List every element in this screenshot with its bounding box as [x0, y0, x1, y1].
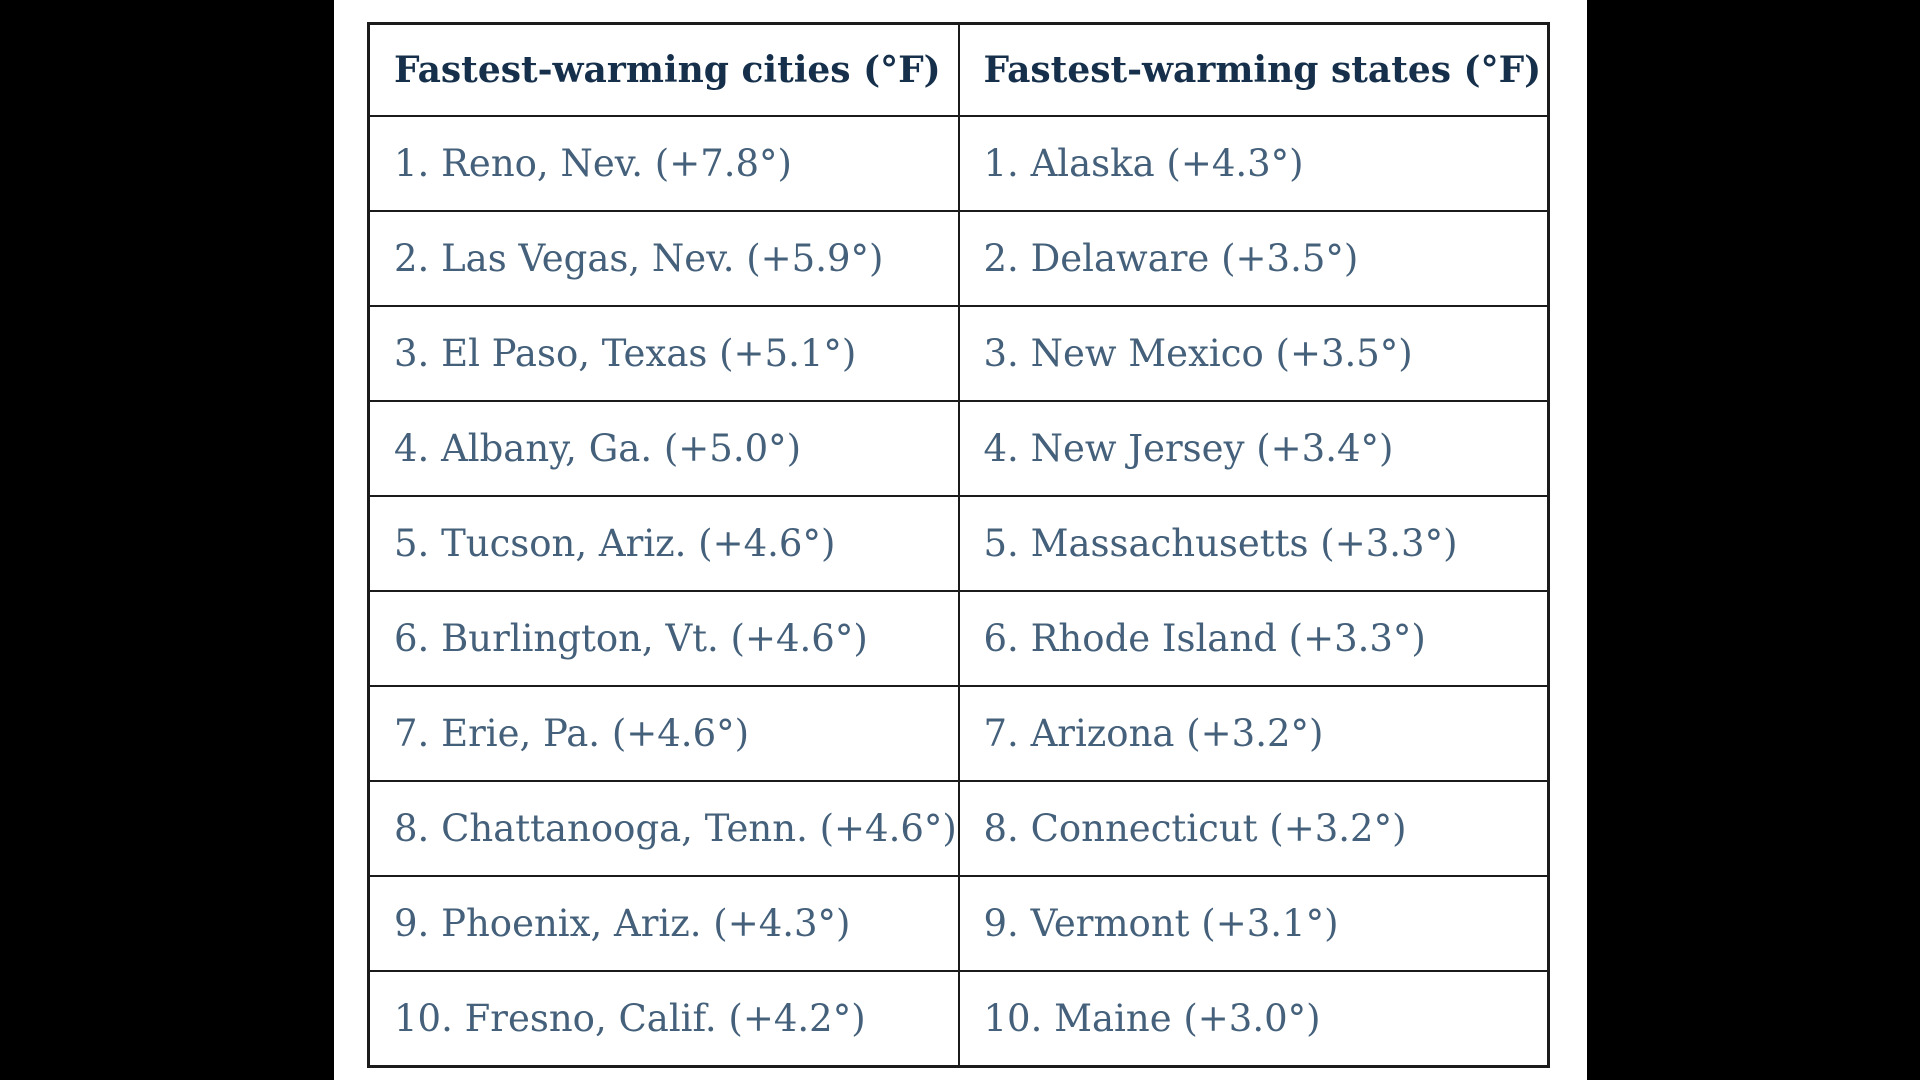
- cell-state: 3. New Mexico (+3.5°): [957, 305, 1550, 402]
- cell-city: 1. Reno, Nev. (+7.8°): [367, 115, 960, 212]
- cell-city: 3. El Paso, Texas (+5.1°): [367, 305, 960, 402]
- cell-state: 7. Arizona (+3.2°): [957, 685, 1550, 782]
- table-row: 2. Las Vegas, Nev. (+5.9°) 2. Delaware (…: [367, 210, 1550, 307]
- cell-city: 9. Phoenix, Ariz. (+4.3°): [367, 875, 960, 972]
- cell-state: 4. New Jersey (+3.4°): [957, 400, 1550, 497]
- table-row: 3. El Paso, Texas (+5.1°) 3. New Mexico …: [367, 305, 1550, 402]
- table-row: 8. Chattanooga, Tenn. (+4.6°) 8. Connect…: [367, 780, 1550, 877]
- cell-city: 7. Erie, Pa. (+4.6°): [367, 685, 960, 782]
- table-row: 7. Erie, Pa. (+4.6°) 7. Arizona (+3.2°): [367, 685, 1550, 782]
- cell-city: 5. Tucson, Ariz. (+4.6°): [367, 495, 960, 592]
- content-panel: Fastest-warming cities (°F) Fastest-warm…: [334, 0, 1587, 1080]
- header-cell-states: Fastest-warming states (°F): [957, 22, 1550, 117]
- cell-city: 2. Las Vegas, Nev. (+5.9°): [367, 210, 960, 307]
- table-row: 5. Tucson, Ariz. (+4.6°) 5. Massachusett…: [367, 495, 1550, 592]
- cell-state: 5. Massachusetts (+3.3°): [957, 495, 1550, 592]
- cell-city: 6. Burlington, Vt. (+4.6°): [367, 590, 960, 687]
- cell-city: 8. Chattanooga, Tenn. (+4.6°): [367, 780, 960, 877]
- cell-state: 10. Maine (+3.0°): [957, 970, 1550, 1068]
- table-row: 10. Fresno, Calif. (+4.2°) 10. Maine (+3…: [367, 970, 1550, 1068]
- table-row: 1. Reno, Nev. (+7.8°) 1. Alaska (+4.3°): [367, 115, 1550, 212]
- warming-table: Fastest-warming cities (°F) Fastest-warm…: [367, 22, 1550, 1068]
- cell-city: 10. Fresno, Calif. (+4.2°): [367, 970, 960, 1068]
- cell-city: 4. Albany, Ga. (+5.0°): [367, 400, 960, 497]
- table-row: 9. Phoenix, Ariz. (+4.3°) 9. Vermont (+3…: [367, 875, 1550, 972]
- table-row: 6. Burlington, Vt. (+4.6°) 6. Rhode Isla…: [367, 590, 1550, 687]
- cell-state: 1. Alaska (+4.3°): [957, 115, 1550, 212]
- table-row: 4. Albany, Ga. (+5.0°) 4. New Jersey (+3…: [367, 400, 1550, 497]
- header-row: Fastest-warming cities (°F) Fastest-warm…: [367, 22, 1550, 117]
- header-cell-cities: Fastest-warming cities (°F): [367, 22, 960, 117]
- cell-state: 8. Connecticut (+3.2°): [957, 780, 1550, 877]
- cell-state: 6. Rhode Island (+3.3°): [957, 590, 1550, 687]
- cell-state: 9. Vermont (+3.1°): [957, 875, 1550, 972]
- cell-state: 2. Delaware (+3.5°): [957, 210, 1550, 307]
